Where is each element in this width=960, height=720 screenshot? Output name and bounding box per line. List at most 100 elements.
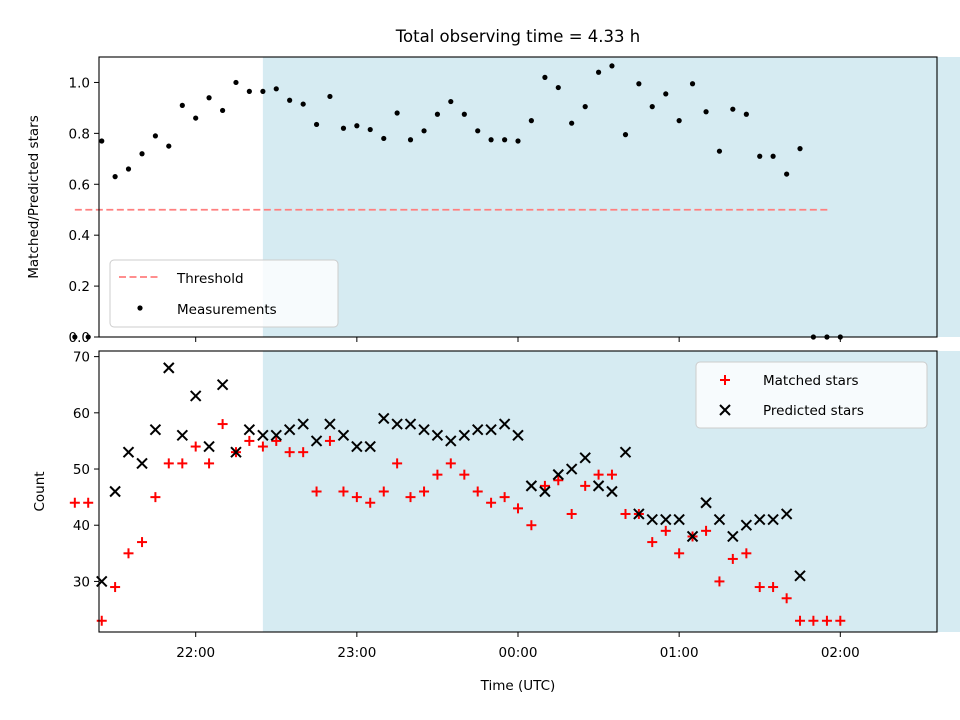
predicted-star-marker (539, 485, 551, 498)
matched-star-marker (580, 480, 591, 491)
bottom-y-tick-label: 70 (73, 350, 90, 366)
predicted-marker-b (163, 362, 175, 374)
predicted-star-marker (633, 508, 645, 520)
matched-star-marker (486, 497, 497, 508)
measurement-point (757, 153, 763, 159)
matched-star-marker (727, 553, 738, 564)
matched-star-marker (499, 492, 510, 503)
top-y-tick-label: 1.0 (69, 75, 90, 91)
measurement-point (72, 334, 78, 340)
measurement-point (502, 137, 508, 143)
predicted-marker-b (122, 446, 135, 458)
matched-star-marker (620, 508, 631, 519)
predicted-marker-b (378, 412, 390, 425)
predicted-marker-b (485, 423, 497, 436)
measurement-point (407, 137, 414, 143)
predicted-star-marker (673, 513, 685, 526)
predicted-star-marker (109, 485, 121, 498)
top-x-ticks (195, 337, 841, 342)
predicted-star-marker (579, 452, 591, 464)
matched-star-marker (808, 615, 819, 626)
predicted-marker-b (646, 513, 658, 526)
matched-star-marker (513, 503, 523, 514)
predicted-star-marker (351, 440, 363, 453)
legend-x-b (719, 404, 731, 416)
measurement-point (461, 111, 467, 117)
measurement-point (569, 120, 575, 126)
measurement-point (528, 118, 534, 124)
predicted-marker-b (337, 429, 350, 442)
bottom-x-tick-label: 00:00 (499, 645, 538, 661)
matched-star-marker (674, 548, 685, 559)
matched-star-marker (539, 480, 550, 491)
predicted-star-marker (740, 519, 753, 531)
predicted-star-marker (243, 423, 256, 436)
predicted-marker-b (324, 418, 336, 430)
predicted-star-marker (418, 423, 430, 436)
measurement-point (233, 79, 239, 86)
predicted-marker-b (404, 418, 417, 430)
predicted-star-marker (619, 446, 632, 458)
top-y-ticks: 0.0 0.2 0.4 0.6 0.8 1.0 (69, 75, 99, 346)
bottom-y-ticks: 30 40 50 60 70 (73, 350, 99, 590)
legend-measurements-label: Measurements (177, 302, 277, 318)
predicted-star-marker (512, 429, 524, 442)
predicted-marker-b (445, 435, 457, 447)
predicted-marker-b (216, 379, 229, 391)
matched-star-marker (795, 615, 806, 626)
measurement-point (152, 133, 159, 139)
measurement-point (475, 128, 481, 134)
top-y-tick-label: 0.2 (69, 279, 90, 295)
predicted-marker-b (391, 418, 403, 430)
predicted-star-marker (136, 457, 148, 470)
legend-predicted-label: Predicted stars (763, 403, 864, 419)
predicted-star-marker (310, 435, 323, 447)
measurement-point (797, 146, 803, 152)
count-panel: 30 40 50 60 70 22:00 23:00 00:00 01:00 02:00 Cou… (32, 350, 960, 694)
measurement-point (488, 137, 494, 143)
matched-star-marker (190, 441, 201, 452)
measurement-point (99, 138, 105, 144)
measurement-point (663, 91, 669, 97)
predicted-marker-b (109, 485, 121, 498)
measurement-point (206, 95, 212, 101)
measurement-point (716, 148, 723, 154)
ratio-panel: 0.0 0.2 0.4 0.6 0.8 1.0 Total observing time … (26, 27, 960, 346)
predicted-marker-b (136, 457, 148, 470)
matched-star-marker (351, 492, 362, 503)
predicted-marker-b (740, 519, 753, 531)
measurement-point (300, 101, 306, 107)
measurement-point (166, 143, 172, 149)
predicted-star-marker (391, 418, 403, 430)
measurement-point (340, 125, 347, 131)
matched-star-marker (566, 508, 577, 519)
measurement-point (703, 109, 709, 115)
matched-star-marker (298, 447, 309, 458)
predicted-marker-b (619, 446, 632, 458)
matched-star-marker (553, 475, 564, 486)
measurement-point (287, 97, 293, 103)
predicted-marker-b (310, 435, 323, 447)
predicted-star-marker (780, 508, 793, 520)
predicted-star-marker (686, 530, 699, 543)
top-legend: Threshold Measurements (109, 259, 339, 328)
matched-star-marker (419, 486, 430, 497)
x-axis-label: Time (UTC) (480, 678, 556, 694)
matched-star-marker (835, 615, 846, 626)
measurement-point (421, 128, 427, 134)
matched-star-marker (257, 441, 268, 452)
predicted-star-marker (203, 440, 215, 453)
predicted-star-marker (270, 429, 282, 442)
measurement-point (179, 102, 185, 108)
matched-star-marker (821, 615, 832, 626)
legend-predicted-swatch (719, 404, 731, 416)
predicted-marker-b (713, 513, 726, 526)
matched-star-marker (217, 419, 228, 430)
predicted-star-marker (364, 440, 376, 453)
top-y-tick-label: 0.4 (69, 228, 90, 244)
predicted-marker-b (512, 429, 524, 442)
bottom-y-tick-label: 40 (73, 518, 90, 534)
matched-star-marker (378, 486, 389, 497)
predicted-marker-b (96, 575, 108, 588)
top-y-tick-label: 0.6 (69, 177, 90, 193)
